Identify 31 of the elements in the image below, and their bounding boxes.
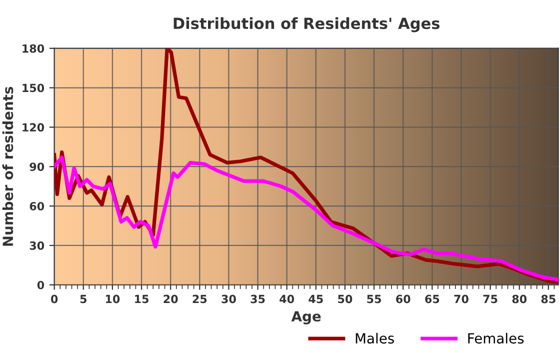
x-tick-label: 50 [338,294,352,304]
x-tick-label: 75 [483,294,498,304]
x-tick-label: 55 [367,294,381,304]
x-tick-label: 70 [454,294,468,304]
x-tick-label: 80 [512,294,527,304]
x-tick-label: 0 [50,294,58,304]
line-series [54,156,558,282]
x-axis-title: Age [291,311,321,324]
x-tick-label: 60 [396,294,410,304]
x-tick-label: 40 [280,294,294,304]
legend-label: Males [356,332,394,344]
legend-label: Females [468,332,524,344]
y-tick-label: 180 [22,44,44,53]
x-tick-label: 30 [222,294,236,304]
chart-title: Distribution of Residents' Ages [174,17,440,32]
x-tick-label: 65 [425,294,440,304]
y-tick-label: 60 [30,202,44,210]
y-tick-label: 90 [30,162,44,171]
x-tick-label: 35 [250,294,265,304]
x-tick-label: 10 [106,294,120,304]
x-tick-label: 25 [192,294,207,304]
y-axis-title: Number of residents [2,86,14,246]
x-tick-label: 15 [135,294,148,304]
x-tick-label: 5 [80,294,86,304]
y-tick-label: 150 [22,84,44,92]
y-tick-label: 30 [30,241,44,250]
x-tick-label: 20 [164,294,178,304]
y-tick-label: 0 [37,280,44,290]
y-tick-label: 120 [22,123,44,132]
x-tick-label: 85 [541,294,556,304]
x-tick-label: 45 [308,294,323,304]
